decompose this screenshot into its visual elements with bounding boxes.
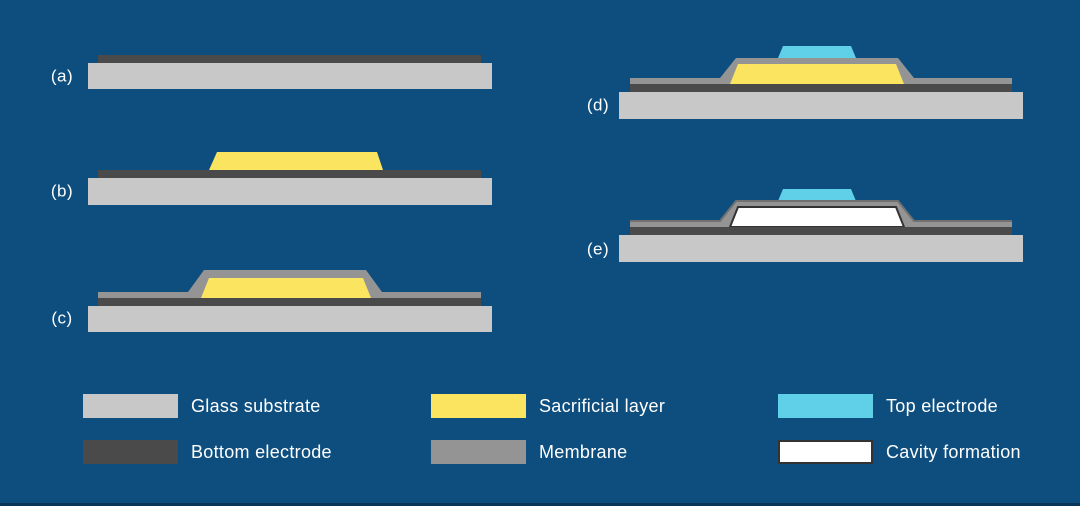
panel-d: (d) — [587, 46, 1023, 119]
glass-substrate-shape — [88, 306, 492, 332]
panel-c: (c) — [51, 270, 492, 332]
glass-substrate-shape — [619, 92, 1023, 119]
glass-substrate-shape — [619, 235, 1023, 262]
sacrificial-layer-shape — [209, 152, 383, 170]
glass-substrate-shape — [88, 178, 492, 205]
top-electrode-shape — [778, 189, 856, 201]
cavity-shape — [728, 206, 906, 228]
panel-label: (c) — [51, 309, 72, 328]
sacrificial-layer-shape — [730, 64, 904, 84]
panel-e: (e) — [587, 189, 1023, 262]
bottom-electrode-shape — [98, 170, 481, 178]
bottom-electrode-shape — [630, 84, 1012, 92]
panel-b: (b) — [51, 152, 492, 205]
panel-label: (e) — [587, 240, 609, 259]
sacrificial-layer-shape — [201, 278, 371, 298]
top-electrode-shape — [778, 46, 856, 58]
panel-label: (b) — [51, 182, 73, 201]
membrane-outline — [630, 200, 1012, 222]
bottom-electrode-shape — [98, 298, 481, 306]
bottom-electrode-shape — [98, 55, 481, 63]
panel-label: (d) — [587, 96, 609, 115]
glass-substrate-shape — [88, 63, 492, 89]
panel-a: (a) — [51, 55, 492, 89]
panel-label: (a) — [51, 67, 73, 86]
bottom-electrode-shape — [630, 227, 1012, 235]
